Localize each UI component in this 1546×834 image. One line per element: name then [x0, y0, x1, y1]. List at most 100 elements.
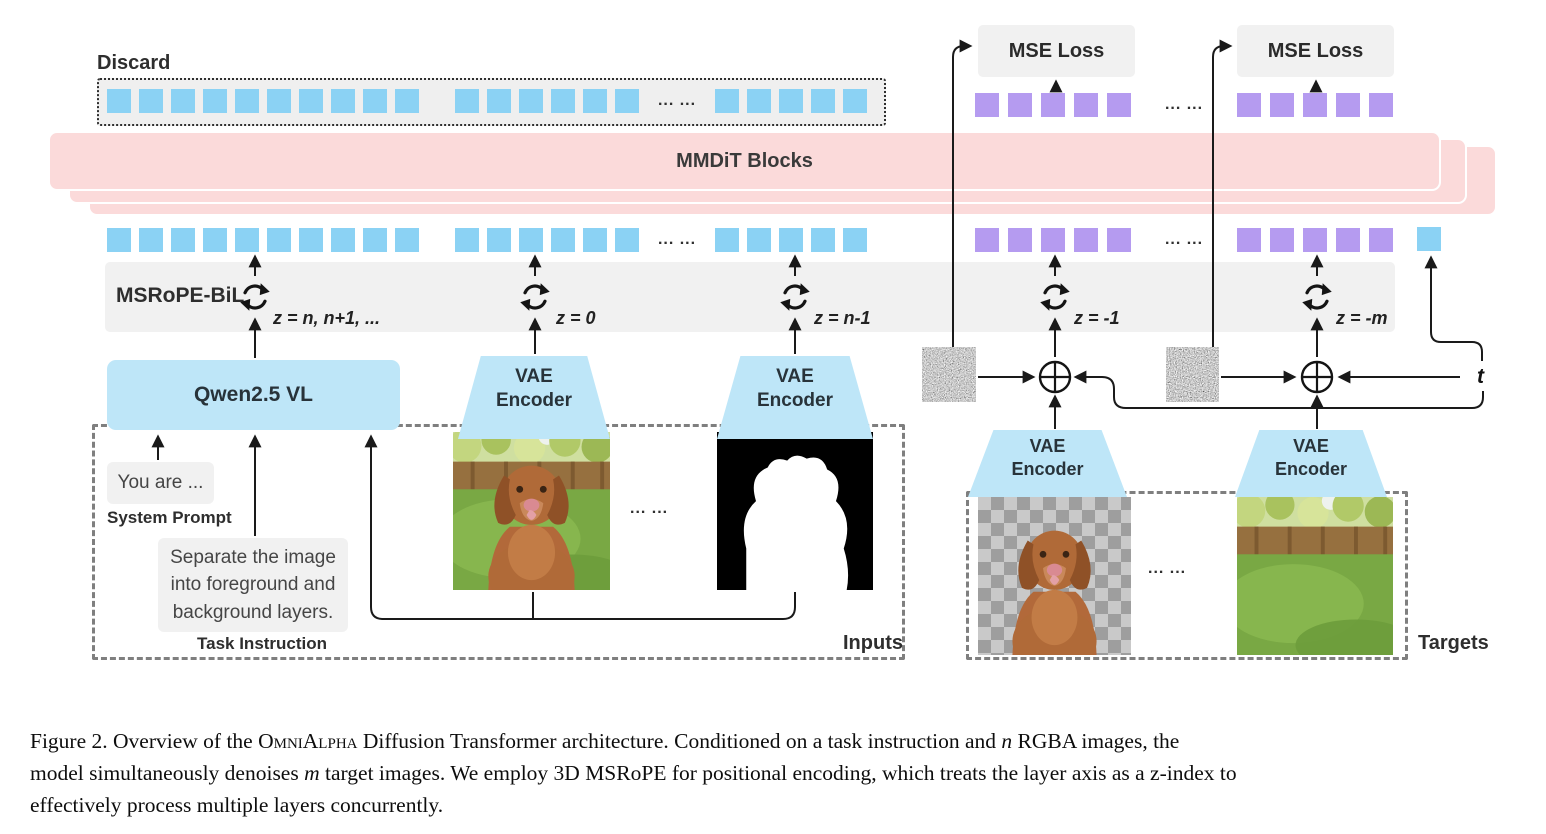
- ellipsis-tokens: ... ...: [657, 230, 697, 248]
- token-purple: [1336, 92, 1360, 117]
- token-blue: [331, 227, 355, 252]
- output-token-row: ... ...: [975, 92, 1393, 117]
- z-label-2: z = 0: [556, 308, 596, 328]
- token-purple: [1074, 92, 1098, 117]
- cycle-arrows-glyph: [240, 283, 270, 311]
- system-prompt-box: You are ...: [107, 462, 214, 504]
- token-blue: [171, 227, 195, 252]
- vae-encoder-4: VAE Encoder: [1235, 430, 1387, 497]
- token-purple: [1107, 92, 1131, 117]
- target-image-background: [1237, 497, 1393, 655]
- targets-group-box: [966, 491, 1408, 660]
- token-blue: [615, 88, 639, 113]
- target-images-ellipsis: ... ...: [1148, 560, 1187, 577]
- token-blue: [203, 88, 227, 113]
- token-blue: [551, 88, 575, 113]
- token-purple: [1369, 92, 1393, 117]
- token-blue: [171, 88, 195, 113]
- token-purple: [1270, 92, 1294, 117]
- vae-encoder-line1: VAE: [515, 366, 553, 387]
- token-blue: [331, 88, 355, 113]
- vae-encoder-line2: Encoder: [1274, 459, 1348, 480]
- token-blue: [715, 227, 739, 252]
- noise-image-2: [1166, 347, 1219, 402]
- caption-segment: target images. We employ 3D MSRoPE for p…: [319, 760, 1237, 785]
- token-blue: [747, 227, 771, 252]
- z-label-1: z = n, n+1, ...: [273, 308, 381, 328]
- vae-encoder-line2: Encoder: [1011, 459, 1084, 480]
- rope-cycle-icon-2: [516, 278, 554, 316]
- task-instruction-box: Separate the image into foreground and b…: [158, 538, 348, 632]
- token-blue: [139, 227, 163, 252]
- token-blue: [747, 88, 771, 113]
- token-blue: [519, 88, 543, 113]
- inputs-label: Inputs: [843, 632, 903, 654]
- token-purple: [1074, 227, 1098, 252]
- caption-segment: model simultaneously denoises: [30, 760, 305, 785]
- cycle-arrows-glyph: [780, 283, 810, 311]
- token-blue: [363, 227, 387, 252]
- input-images-ellipsis: ... ...: [630, 500, 669, 517]
- token-blue: [267, 88, 291, 113]
- token-blue: [299, 88, 323, 113]
- rope-cycle-icon-4: [1036, 278, 1074, 316]
- token-blue: [107, 227, 131, 252]
- token-purple: [1008, 227, 1032, 252]
- vae-encoder-1: VAE Encoder: [458, 356, 610, 439]
- token-purple: [1303, 227, 1327, 252]
- timestep-token: [1417, 227, 1441, 251]
- target-image-foreground-rgba: [978, 497, 1131, 655]
- input-image-alpha-mask: [717, 432, 873, 590]
- token-purple: [975, 227, 999, 252]
- caption-segment: RGBA images, the: [1012, 728, 1180, 753]
- token-blue: [615, 227, 639, 252]
- token-blue: [299, 227, 323, 252]
- token-purple: [1041, 227, 1065, 252]
- token-blue: [811, 88, 835, 113]
- task-instruction-label: Task Instruction: [197, 634, 328, 653]
- mse-loss-box-2: MSE Loss: [1237, 25, 1394, 77]
- token-purple: [1041, 92, 1065, 117]
- token-purple: [1336, 227, 1360, 252]
- targets-label: Targets: [1418, 632, 1489, 654]
- token-purple: [975, 92, 999, 117]
- token-blue: [235, 88, 259, 113]
- rope-cycle-icon-1: [236, 278, 274, 316]
- msrope-label: MSRoPE-BiL: [116, 284, 245, 307]
- discard-token-row: ... ...: [107, 88, 867, 113]
- add-circle-icon-1: [1038, 360, 1072, 394]
- vae-encoder-line2: Encoder: [756, 390, 834, 412]
- z-label-5: z = -m: [1336, 308, 1388, 328]
- caption-segment: m: [304, 760, 320, 785]
- z-label-4: z = -1: [1074, 308, 1120, 328]
- discard-label: Discard: [97, 52, 171, 74]
- token-blue: [583, 88, 607, 113]
- caption-segment: OmniAlpha: [258, 728, 358, 753]
- token-blue: [843, 88, 867, 113]
- timestep-label: t: [1477, 365, 1484, 388]
- rope-cycle-icon-5: [1298, 278, 1336, 316]
- token-blue: [779, 88, 803, 113]
- input-token-row-blue: ... ...: [107, 227, 867, 252]
- token-purple: [1303, 92, 1327, 117]
- caption-segment: effectively process multiple layers conc…: [30, 793, 444, 817]
- msrope-bar: [105, 262, 1395, 332]
- system-prompt-label: System Prompt: [107, 508, 232, 527]
- token-purple: [1237, 92, 1261, 117]
- rope-cycle-icon-3: [776, 278, 814, 316]
- token-blue: [583, 227, 607, 252]
- token-purple: [1237, 227, 1261, 252]
- vae-encoder-line1: VAE: [776, 366, 814, 387]
- token-purple: [1008, 92, 1032, 117]
- token-purple: [1107, 227, 1131, 252]
- z-label-3: z = n-1: [814, 308, 871, 328]
- token-blue: [455, 227, 479, 252]
- token-blue: [107, 88, 131, 113]
- vae-encoder-line1: VAE: [1293, 436, 1329, 456]
- mmdit-label: MMDiT Blocks: [676, 149, 813, 172]
- cycle-arrows-glyph: [1302, 283, 1332, 311]
- add-circle-icon-2: [1300, 360, 1334, 394]
- cycle-arrows-glyph: [520, 283, 550, 311]
- input-image-rgb-dog: [453, 432, 610, 590]
